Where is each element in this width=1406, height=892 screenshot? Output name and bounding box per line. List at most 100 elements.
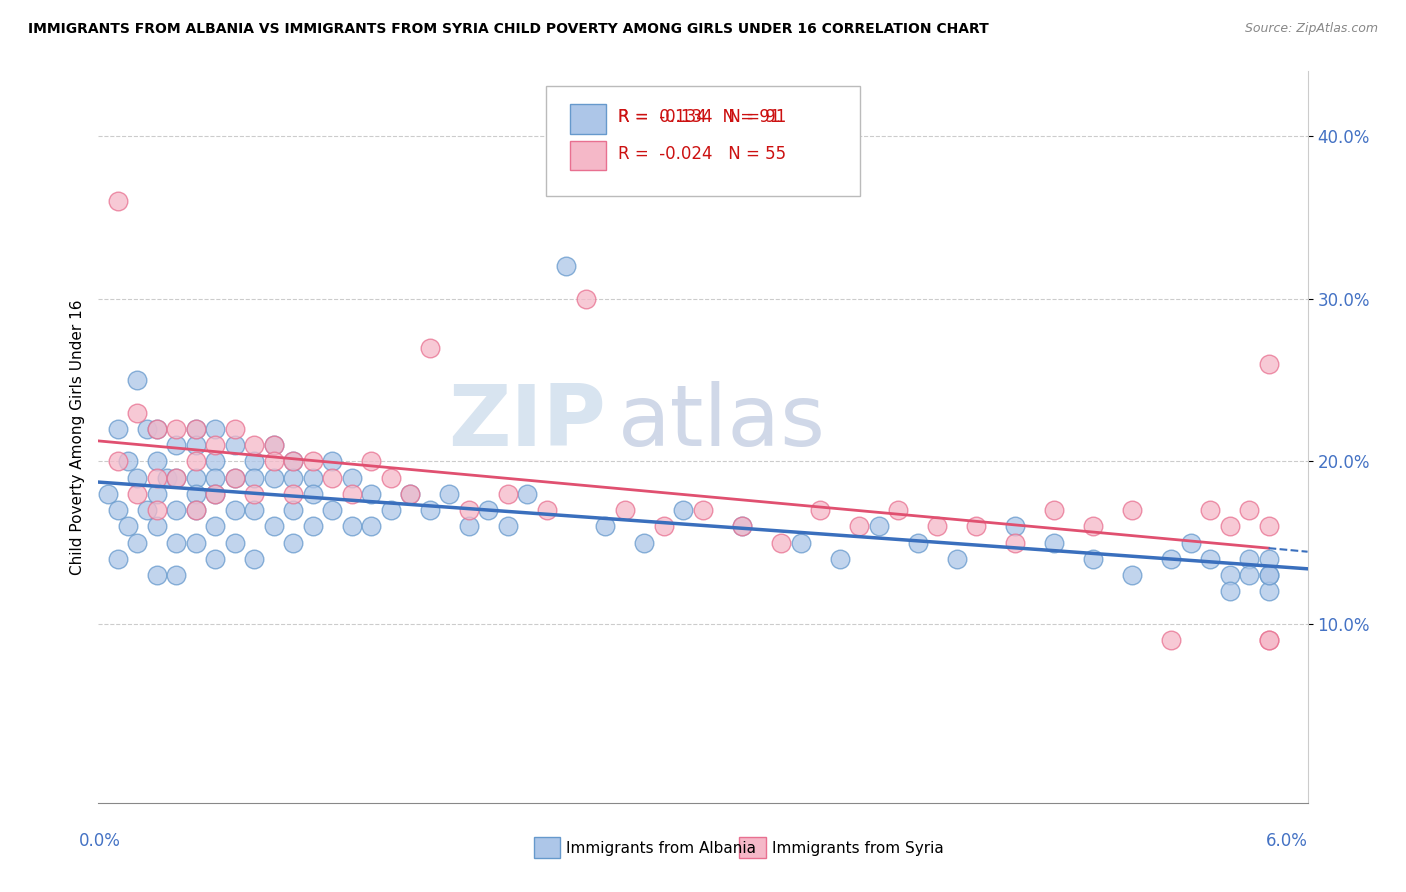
- Point: [224, 438, 246, 452]
- Point: [731, 519, 754, 533]
- Point: [360, 519, 382, 533]
- Point: [1081, 519, 1104, 533]
- Point: [184, 471, 207, 485]
- Point: [302, 519, 325, 533]
- Point: [127, 487, 149, 501]
- Point: [302, 454, 325, 468]
- Point: [283, 487, 305, 501]
- Point: [146, 519, 169, 533]
- Point: [146, 471, 169, 485]
- Point: [907, 535, 929, 549]
- Point: [848, 519, 870, 533]
- Point: [165, 471, 187, 485]
- Point: [224, 471, 246, 485]
- Point: [204, 552, 226, 566]
- Point: [204, 422, 226, 436]
- Point: [117, 519, 139, 533]
- Point: [146, 422, 169, 436]
- Point: [146, 503, 169, 517]
- Point: [146, 568, 169, 582]
- Point: [1081, 552, 1104, 566]
- Point: [925, 519, 948, 533]
- Point: [243, 438, 266, 452]
- Point: [1257, 584, 1279, 599]
- Text: R =  -0.024   N = 55: R = -0.024 N = 55: [619, 145, 786, 163]
- Point: [1257, 568, 1279, 582]
- Point: [243, 503, 266, 517]
- Point: [107, 454, 129, 468]
- Text: 0.0%: 0.0%: [79, 832, 121, 850]
- Point: [458, 503, 481, 517]
- Text: ZIP: ZIP: [449, 381, 606, 464]
- Point: [184, 422, 207, 436]
- Point: [575, 292, 598, 306]
- Point: [117, 454, 139, 468]
- Point: [136, 503, 159, 517]
- Point: [204, 471, 226, 485]
- Point: [127, 535, 149, 549]
- Point: [283, 503, 305, 517]
- Point: [399, 487, 422, 501]
- Point: [321, 503, 343, 517]
- Point: [127, 373, 149, 387]
- Point: [204, 487, 226, 501]
- Text: R =  -0.134   N = 91: R = -0.134 N = 91: [619, 109, 787, 127]
- Text: Immigrants from Albania: Immigrants from Albania: [567, 840, 756, 855]
- Point: [184, 438, 207, 452]
- Point: [672, 503, 695, 517]
- Bar: [534, 838, 561, 858]
- Point: [439, 487, 461, 501]
- Point: [243, 471, 266, 485]
- Point: [1004, 535, 1026, 549]
- Point: [1199, 552, 1222, 566]
- Point: [399, 487, 422, 501]
- Point: [165, 568, 187, 582]
- Point: [263, 438, 285, 452]
- Point: [1219, 519, 1241, 533]
- Point: [868, 519, 890, 533]
- Point: [731, 519, 754, 533]
- Point: [1257, 552, 1279, 566]
- Text: R =  0.134   N = 91: R = 0.134 N = 91: [619, 109, 780, 127]
- Point: [1160, 633, 1182, 648]
- Point: [321, 454, 343, 468]
- Point: [127, 406, 149, 420]
- Point: [263, 438, 285, 452]
- Point: [283, 471, 305, 485]
- Point: [1043, 503, 1066, 517]
- Point: [1180, 535, 1202, 549]
- Point: [165, 503, 187, 517]
- Point: [1199, 503, 1222, 517]
- Point: [184, 503, 207, 517]
- FancyBboxPatch shape: [546, 86, 860, 195]
- Point: [263, 519, 285, 533]
- Point: [419, 341, 441, 355]
- Point: [146, 422, 169, 436]
- Point: [496, 487, 519, 501]
- Point: [184, 422, 207, 436]
- Point: [107, 503, 129, 517]
- Point: [360, 487, 382, 501]
- Point: [224, 503, 246, 517]
- Point: [1237, 552, 1260, 566]
- Point: [1160, 552, 1182, 566]
- Point: [769, 535, 792, 549]
- Text: 6.0%: 6.0%: [1265, 832, 1308, 850]
- Point: [204, 438, 226, 452]
- Point: [555, 260, 578, 274]
- Point: [965, 519, 987, 533]
- Point: [1257, 357, 1279, 371]
- Point: [165, 535, 187, 549]
- Point: [496, 519, 519, 533]
- Point: [107, 422, 129, 436]
- Point: [204, 454, 226, 468]
- Point: [1257, 568, 1279, 582]
- Point: [1121, 503, 1143, 517]
- Text: atlas: atlas: [619, 381, 827, 464]
- Point: [184, 454, 207, 468]
- Point: [97, 487, 120, 501]
- Text: Source: ZipAtlas.com: Source: ZipAtlas.com: [1244, 22, 1378, 36]
- Y-axis label: Child Poverty Among Girls Under 16: Child Poverty Among Girls Under 16: [69, 300, 84, 574]
- Point: [165, 438, 187, 452]
- Point: [165, 471, 187, 485]
